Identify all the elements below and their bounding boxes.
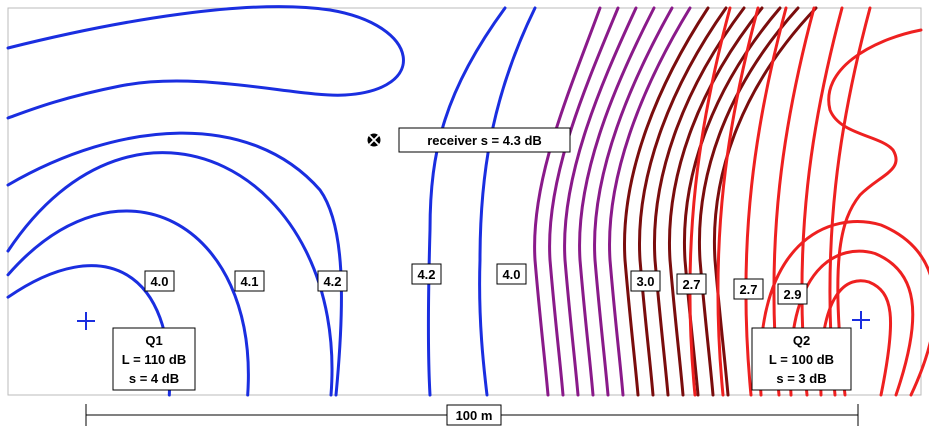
svg-text:4.2: 4.2	[323, 274, 341, 289]
contour-line	[653, 6, 746, 397]
contour-label: 2.9	[777, 283, 808, 305]
contour-line	[6, 209, 250, 397]
plus-icon	[77, 312, 95, 330]
contour-line	[593, 6, 674, 397]
svg-text:4.0: 4.0	[502, 267, 520, 282]
scale-bar: 100 m	[85, 404, 859, 426]
contour-line	[533, 6, 602, 397]
contour-line	[819, 279, 893, 397]
contour-label: 4.2	[317, 270, 348, 292]
source-spread: s = 3 dB	[776, 371, 826, 386]
source-level: L = 100 dB	[769, 352, 834, 367]
svg-text:4.1: 4.1	[240, 274, 258, 289]
contour-label: 4.1	[234, 270, 265, 292]
contour-line	[788, 249, 915, 397]
source-level: L = 110 dB	[122, 352, 186, 367]
source-name: Q2	[793, 333, 810, 348]
contour-line	[478, 6, 537, 397]
contour-line	[6, 5, 405, 120]
contour-line	[608, 6, 692, 397]
contour-label: 3.0	[630, 270, 661, 292]
plus-icon	[852, 311, 870, 329]
source-q1: Q1 L = 110 dB s = 4 dB	[77, 312, 196, 391]
receiver-icon	[367, 133, 381, 147]
contour-line	[578, 6, 656, 397]
source-q2: Q2 L = 100 dB s = 3 dB	[751, 311, 870, 391]
contour-line	[6, 151, 334, 397]
svg-text:2.9: 2.9	[783, 287, 801, 302]
contour-line	[758, 220, 929, 397]
contour-line	[688, 6, 732, 397]
svg-text:2.7: 2.7	[682, 277, 700, 292]
contour-lines	[6, 5, 929, 397]
contour-line	[716, 6, 760, 397]
receiver-label-box	[398, 127, 571, 153]
receiver-label: receiver s = 4.3 dB	[427, 133, 542, 148]
source-spread: s = 4 dB	[129, 371, 179, 386]
svg-text:4.2: 4.2	[417, 267, 435, 282]
contour-line	[744, 6, 788, 397]
source-name: Q1	[145, 333, 162, 348]
contour-line	[6, 131, 343, 397]
contour-line	[563, 6, 638, 397]
contour-line	[548, 6, 620, 397]
contour-label-group: 4.0 4.1 4.2 4.2 4.0 3.0 2.7 2.7	[144, 263, 808, 305]
receiver-marker: receiver s = 4.3 dB	[367, 127, 571, 153]
contour-line	[427, 6, 507, 397]
contour-label: 2.7	[733, 278, 764, 300]
contour-line	[712, 6, 818, 397]
contour-line	[623, 6, 710, 397]
svg-text:2.7: 2.7	[739, 282, 757, 297]
contour-line	[827, 28, 923, 397]
contour-line	[638, 6, 728, 397]
contour-line	[682, 6, 782, 397]
contour-label: 4.2	[411, 263, 442, 285]
svg-text:3.0: 3.0	[636, 274, 654, 289]
contour-label: 4.0	[144, 270, 175, 292]
contour-label: 2.7	[676, 273, 707, 295]
contour-line	[667, 6, 764, 397]
contour-label: 4.0	[496, 263, 527, 285]
svg-text:4.0: 4.0	[150, 274, 168, 289]
contour-line	[697, 6, 800, 397]
scale-bar-label: 100 m	[456, 408, 493, 423]
plot-frame	[7, 7, 922, 396]
